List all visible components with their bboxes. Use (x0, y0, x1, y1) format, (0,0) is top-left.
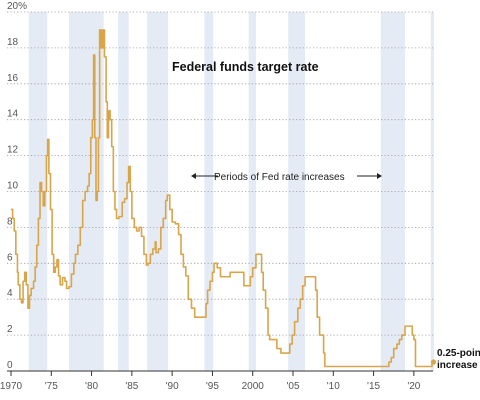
y-axis-ticks: 0 2 4 6 8 10 12 14 16 18 20% (7, 1, 27, 371)
y-tick-label-10: 20% (7, 1, 27, 12)
y-tick-label-0: 0 (7, 360, 13, 371)
chart-title: Federal funds target rate (172, 60, 319, 74)
end-annotation-line-2: increase (437, 360, 478, 371)
x-tick-label-7: '05 (286, 381, 299, 392)
x-tick-label-4: '90 (166, 381, 179, 392)
x-tick-label-0: 1970 (0, 381, 23, 392)
y-tick-label-8: 16 (7, 73, 19, 84)
periods-annotation-text: Periods of Fed rate increases (214, 172, 345, 183)
x-tick-label-5: '95 (206, 381, 219, 392)
x-tick-label-3: '85 (125, 381, 138, 392)
y-tick-label-2: 4 (7, 288, 13, 299)
x-tick-label-1: '75 (45, 381, 58, 392)
right-arrow-head (377, 173, 382, 179)
y-tick-label-5: 10 (7, 181, 19, 192)
x-tick-label-6: 2000 (242, 381, 265, 392)
latest-rate-marker (430, 359, 437, 365)
y-tick-label-4: 8 (7, 216, 13, 227)
x-tick-label-8: '10 (327, 381, 340, 392)
x-tick-label-2: '80 (85, 381, 98, 392)
series-line-0 (11, 29, 433, 368)
y-tick-label-6: 12 (7, 145, 19, 156)
end-annotation-line-1: 0.25-point (437, 348, 480, 359)
y-gridlines (7, 11, 433, 372)
shaded-period-4 (204, 12, 214, 371)
periods-annotation: Periods of Fed rate increases (191, 172, 382, 183)
y-tick-label-3: 6 (7, 252, 13, 263)
y-tick-label-1: 2 (7, 324, 13, 335)
left-arrow-head (191, 173, 196, 179)
x-tick-label-9: '15 (367, 381, 380, 392)
y-tick-label-9: 18 (7, 37, 19, 48)
y-tick-label-7: 14 (7, 109, 19, 120)
x-axis-ticks: 1970 '75 '80 '85 '90 '95 2000 '05 '10 '15 '20 (0, 371, 421, 392)
x-tick-label-10: '20 (407, 381, 420, 392)
rate-series (11, 29, 433, 368)
